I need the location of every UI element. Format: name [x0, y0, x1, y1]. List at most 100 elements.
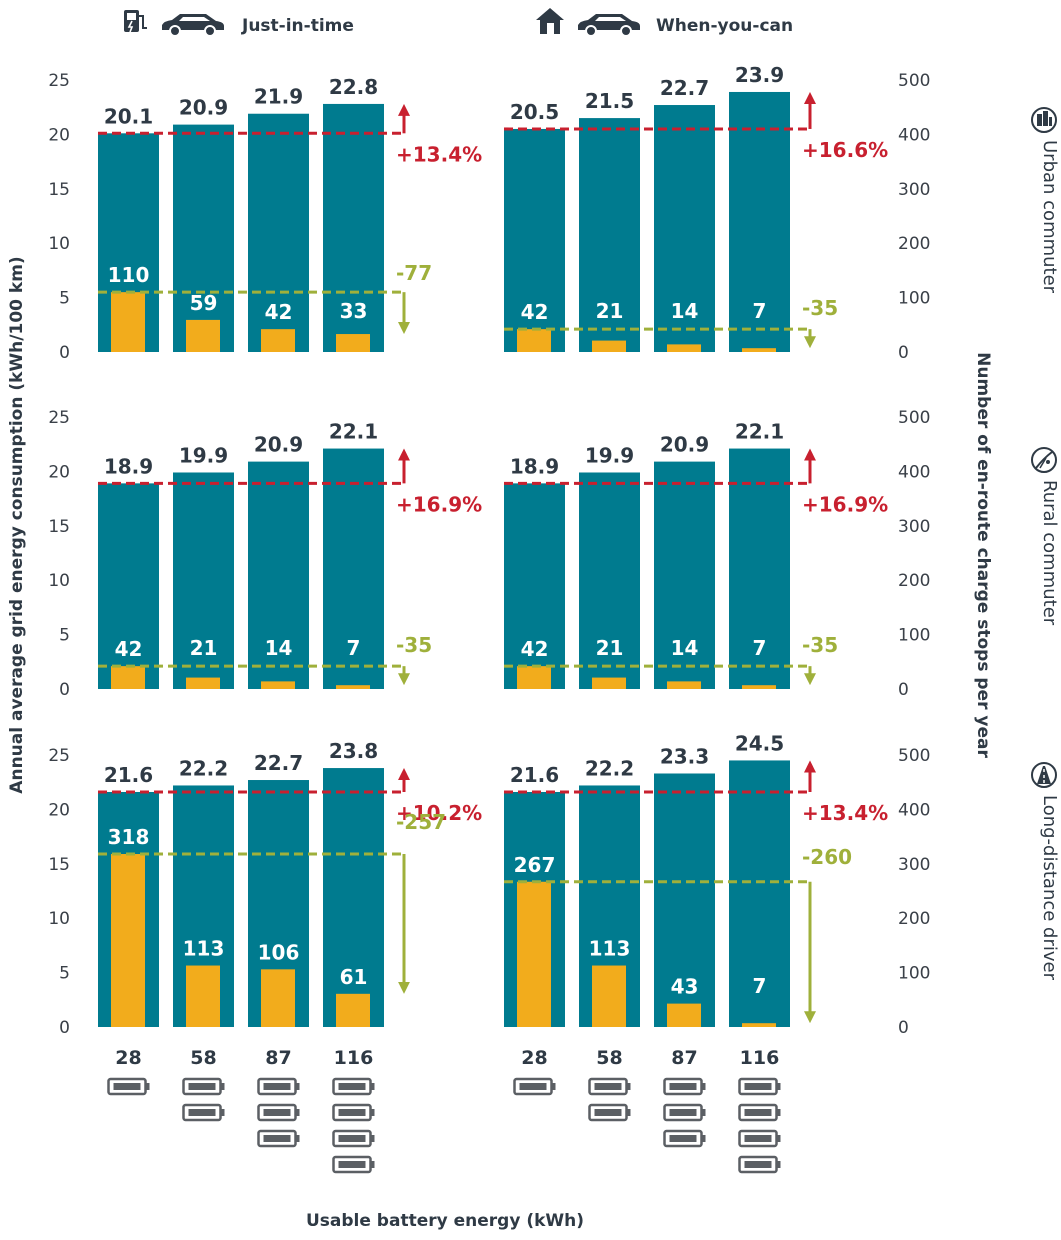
y-left-tick-label: 25	[48, 71, 70, 91]
battery-icon-terminal	[626, 1083, 631, 1090]
y-left-tick-label: 20	[48, 800, 70, 820]
battery-capacity-label: 87	[671, 1047, 697, 1069]
y-right-tick-label: 500	[898, 408, 930, 428]
y-left-tick-label: 25	[48, 408, 70, 428]
stops-value-label: 7	[753, 974, 767, 998]
battery-icon-terminal	[701, 1083, 706, 1090]
battery-icon-terminal	[370, 1083, 375, 1090]
scenario-title-just-in-time: Just-in-time	[241, 16, 354, 36]
stops-value-label: 21	[190, 636, 218, 660]
energy-value-label: 20.9	[254, 433, 303, 457]
battery-icon-terminal	[626, 1109, 631, 1116]
y-right-tick-label: 500	[898, 746, 930, 766]
stops-bar	[667, 1003, 701, 1027]
battery-icon	[513, 1077, 556, 1096]
stops-bar	[186, 677, 220, 689]
car-icon	[162, 14, 224, 37]
row-label-text: Urban commuter	[1039, 140, 1060, 294]
panel: 20.5 21.5 22.7 23.9 42 21 14 7 +16.6% -35	[504, 63, 888, 352]
car-icon	[578, 14, 640, 37]
y-right-tick-label: 400	[898, 800, 930, 820]
energy-value-label: 22.7	[254, 751, 303, 775]
row-label-rural: Rural commuter	[1031, 447, 1060, 626]
battery-icon-fill	[669, 1109, 697, 1116]
battery-icon-fill	[744, 1083, 772, 1090]
battery-icon-fill	[338, 1135, 366, 1142]
battery-icon	[182, 1077, 225, 1096]
battery-icon	[257, 1077, 300, 1096]
energy-value-label: 21.6	[510, 763, 559, 787]
battery-icon-terminal	[776, 1109, 781, 1116]
stops-value-label: 14	[265, 636, 293, 660]
panel: 18.9 19.9 20.9 22.1 42 21 14 7 +16.9% -35	[98, 420, 482, 689]
energy-value-label: 20.9	[660, 433, 709, 457]
y-left-tick-label: 5	[59, 289, 70, 309]
energy-value-label: 23.3	[660, 744, 709, 768]
panel: 21.6 22.2 22.7 23.8 318 113 106 61 +10.2%-257	[98, 739, 482, 1027]
battery-icon	[332, 1129, 375, 1148]
y-left-tick-label: 10	[48, 234, 70, 254]
urban-commuter-icon	[1031, 107, 1057, 133]
battery-icon-terminal	[776, 1083, 781, 1090]
stops-bar	[592, 677, 626, 689]
stops-value-label: 42	[265, 300, 293, 324]
stops-bar	[111, 292, 145, 352]
battery-icon	[107, 1077, 150, 1096]
y-right-tick-label: 100	[898, 289, 930, 309]
battery-icon-fill	[263, 1083, 291, 1090]
battery-icon-terminal	[220, 1109, 225, 1116]
stops-bar	[336, 685, 370, 689]
battery-icon-fill	[188, 1083, 216, 1090]
charging-station-icon	[124, 10, 147, 33]
y-right-tick-label: 400	[898, 462, 930, 482]
battery-icon-terminal	[551, 1083, 556, 1090]
battery-capacity-label: 58	[190, 1047, 216, 1069]
y-left-tick-label: 5	[59, 626, 70, 646]
y-right-tick-label: 300	[898, 517, 930, 537]
increase-percent-label: +16.9%	[802, 492, 888, 516]
panel: 21.6 22.2 23.3 24.5 267 113 43 7 +13.4% -260	[504, 731, 888, 1027]
y-right-tick-label: 0	[898, 1018, 909, 1038]
energy-value-label: 22.2	[585, 756, 634, 780]
long-distance-driver-icon	[1031, 762, 1057, 788]
y-right-tick-label: 300	[898, 180, 930, 200]
battery-icon	[588, 1077, 631, 1096]
energy-value-label: 23.9	[735, 63, 784, 87]
energy-value-label: 22.1	[735, 420, 784, 444]
energy-value-label: 21.5	[585, 89, 634, 113]
energy-value-label: 20.9	[179, 96, 228, 120]
stops-value-label: 7	[753, 636, 767, 660]
battery-icon	[738, 1103, 781, 1122]
stops-bar	[742, 1023, 776, 1027]
battery-icon-fill	[669, 1135, 697, 1142]
battery-icon	[738, 1155, 781, 1174]
battery-icon	[257, 1129, 300, 1148]
y-right-tick-label: 300	[898, 855, 930, 875]
stops-value-label: 21	[596, 636, 624, 660]
decrease-label: -35	[802, 633, 838, 657]
stops-value-label: 318	[108, 825, 150, 849]
energy-bar	[504, 128, 565, 352]
y-left-tick-label: 25	[48, 746, 70, 766]
y-right-tick-label: 500	[898, 71, 930, 91]
stops-value-label: 42	[115, 637, 143, 661]
stops-bar	[667, 681, 701, 689]
battery-icon-terminal	[370, 1109, 375, 1116]
y-left-tick-label: 0	[59, 1018, 70, 1038]
house-icon	[536, 8, 564, 34]
decrease-label: -260	[802, 845, 852, 869]
y-right-tick-label: 100	[898, 626, 930, 646]
stops-bar	[186, 965, 220, 1027]
stops-value-label: 42	[521, 637, 549, 661]
battery-icon-fill	[744, 1109, 772, 1116]
stops-bar	[592, 965, 626, 1027]
y-left-tick-label: 0	[59, 680, 70, 700]
stops-bar	[261, 329, 295, 352]
panel: 18.9 19.9 20.9 22.1 42 21 14 7 +16.9% -35	[504, 420, 888, 689]
battery-icon	[257, 1103, 300, 1122]
battery-icon-fill	[338, 1109, 366, 1116]
battery-icon-terminal	[370, 1161, 375, 1168]
stops-value-label: 113	[589, 937, 631, 961]
stops-bar	[336, 334, 370, 352]
